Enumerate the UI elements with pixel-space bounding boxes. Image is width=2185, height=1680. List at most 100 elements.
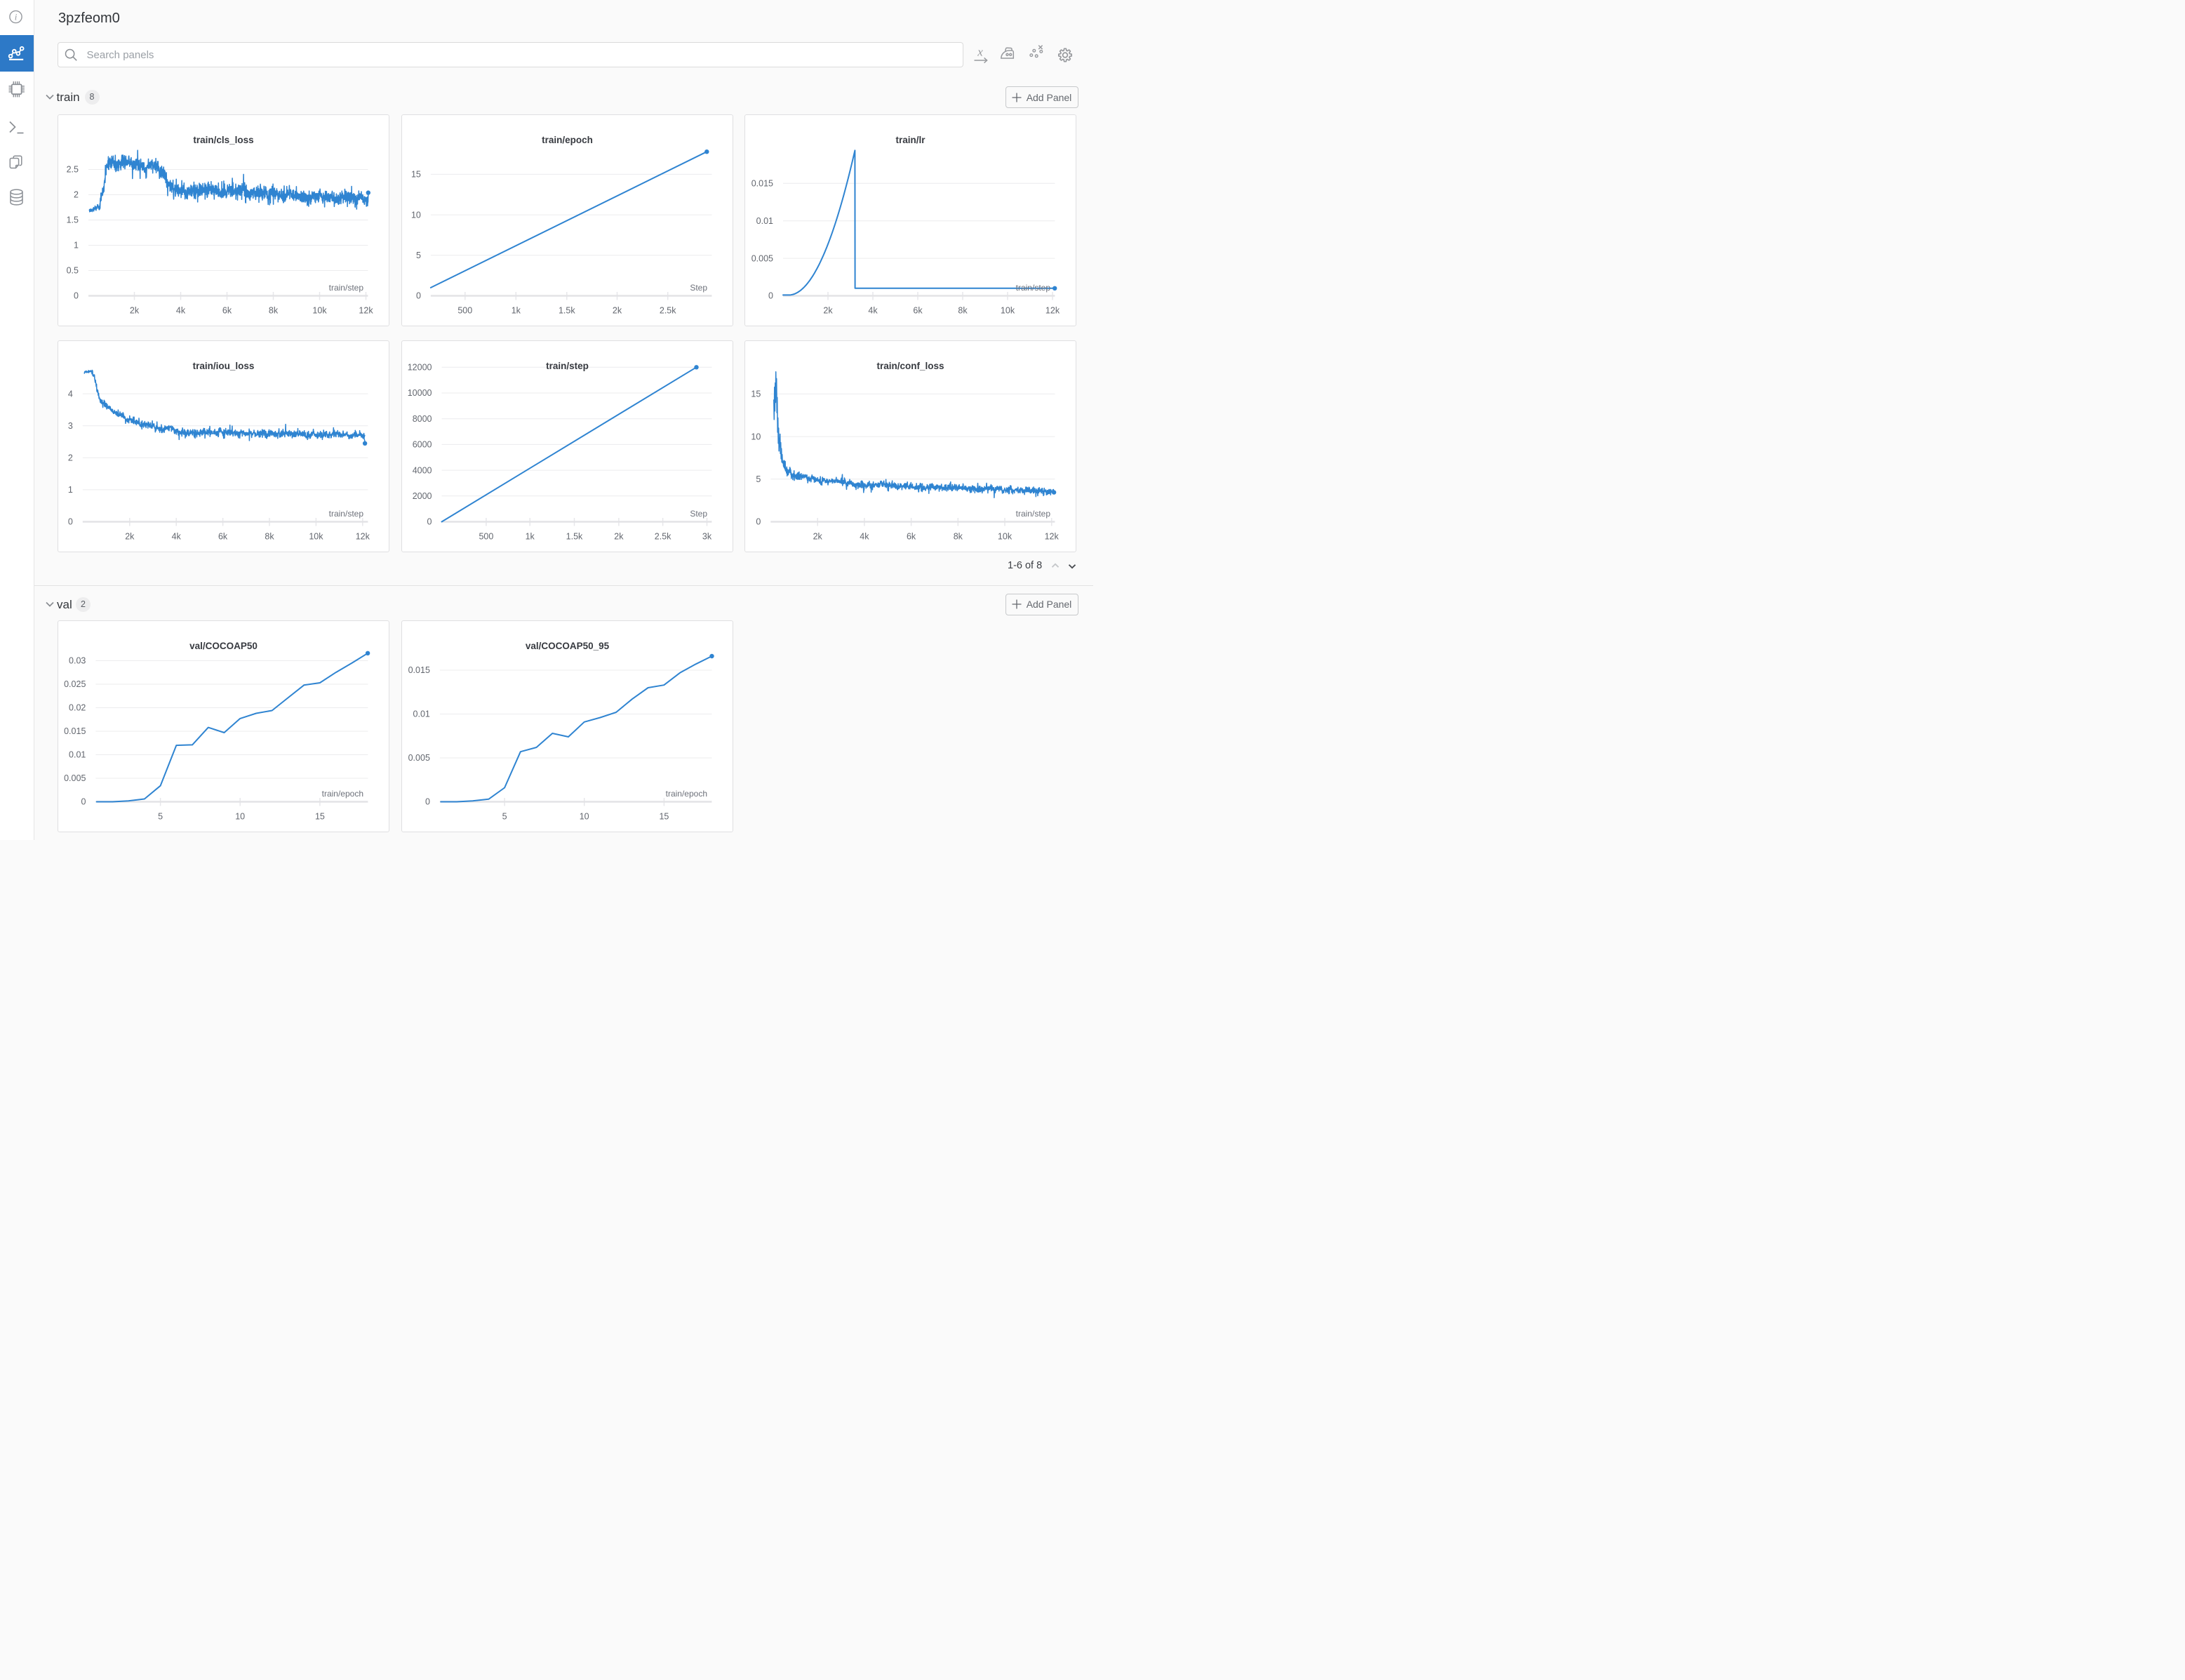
svg-text:3k: 3k	[702, 532, 711, 542]
svg-text:1.5: 1.5	[67, 215, 79, 225]
svg-text:train/step: train/step	[1016, 509, 1051, 519]
svg-text:10: 10	[579, 811, 589, 821]
svg-text:15: 15	[410, 169, 420, 179]
svg-text:8k: 8k	[265, 532, 274, 542]
svg-text:0.015: 0.015	[64, 726, 86, 736]
svg-text:0.015: 0.015	[408, 665, 429, 675]
svg-text:0: 0	[81, 796, 86, 806]
svg-text:2k: 2k	[612, 305, 622, 315]
svg-text:train/cls_loss: train/cls_loss	[193, 135, 253, 145]
svg-text:x: x	[977, 46, 983, 59]
svg-text:10: 10	[235, 811, 245, 821]
svg-text:0.01: 0.01	[69, 749, 86, 759]
svg-text:4k: 4k	[860, 532, 869, 542]
svg-text:2k: 2k	[823, 305, 833, 315]
svg-text:2k: 2k	[130, 305, 140, 315]
svg-text:1k: 1k	[525, 532, 535, 542]
svg-text:0.005: 0.005	[751, 253, 773, 263]
svg-text:10k: 10k	[1001, 305, 1015, 315]
svg-text:10: 10	[410, 210, 420, 220]
svg-text:6k: 6k	[218, 532, 228, 542]
svg-text:val/COCOAP50: val/COCOAP50	[189, 641, 258, 651]
svg-text:15: 15	[315, 811, 325, 821]
svg-text:4: 4	[68, 389, 73, 399]
svg-text:train/step: train/step	[546, 361, 589, 371]
svg-text:10k: 10k	[309, 532, 323, 542]
svg-text:2.5: 2.5	[67, 164, 79, 174]
svg-text:1.5k: 1.5k	[566, 532, 582, 542]
svg-text:12000: 12000	[407, 363, 432, 373]
svg-text:6k: 6k	[907, 532, 916, 542]
svg-text:1.5k: 1.5k	[558, 305, 575, 315]
svg-text:0: 0	[768, 291, 773, 300]
svg-text:Step: Step	[690, 509, 707, 519]
svg-text:1: 1	[68, 485, 73, 495]
svg-text:2: 2	[74, 189, 79, 199]
svg-text:6k: 6k	[913, 305, 923, 315]
svg-text:8k: 8k	[954, 532, 963, 542]
svg-text:0.01: 0.01	[413, 709, 429, 719]
svg-text:1: 1	[74, 240, 79, 250]
svg-text:5: 5	[415, 251, 420, 260]
svg-text:15: 15	[751, 389, 761, 399]
svg-text:train/epoch: train/epoch	[542, 135, 593, 145]
svg-text:0: 0	[756, 517, 761, 527]
svg-text:train/step: train/step	[329, 283, 364, 293]
svg-text:0: 0	[427, 517, 432, 527]
svg-text:0: 0	[425, 796, 429, 806]
svg-text:4k: 4k	[172, 532, 182, 542]
svg-text:i: i	[15, 12, 18, 22]
svg-text:train/lr: train/lr	[895, 135, 926, 145]
svg-text:0.015: 0.015	[751, 178, 773, 188]
svg-text:train/step: train/step	[1016, 283, 1051, 293]
svg-text:8k: 8k	[269, 305, 279, 315]
svg-text:val/COCOAP50_95: val/COCOAP50_95	[525, 641, 609, 651]
svg-text:2000: 2000	[412, 491, 432, 501]
svg-text:2.5k: 2.5k	[654, 532, 671, 542]
svg-text:12k: 12k	[1045, 305, 1060, 315]
svg-text:0: 0	[68, 517, 73, 527]
svg-text:2: 2	[68, 453, 73, 463]
svg-text:Step: Step	[690, 283, 707, 293]
svg-text:6000: 6000	[412, 440, 432, 450]
svg-text:0.03: 0.03	[69, 655, 86, 665]
svg-text:12k: 12k	[359, 305, 373, 315]
svg-text:2k: 2k	[125, 532, 135, 542]
svg-text:2k: 2k	[813, 532, 823, 542]
svg-text:5: 5	[158, 811, 163, 821]
svg-text:0: 0	[415, 291, 420, 300]
svg-text:0: 0	[74, 291, 79, 300]
svg-text:8k: 8k	[958, 305, 968, 315]
svg-text:train/step: train/step	[329, 509, 364, 519]
svg-text:train/conf_loss: train/conf_loss	[876, 361, 944, 371]
svg-text:5: 5	[502, 811, 507, 821]
svg-text:4k: 4k	[176, 305, 186, 315]
svg-text:15: 15	[659, 811, 669, 821]
svg-text:500: 500	[457, 305, 472, 315]
svg-text:12k: 12k	[1045, 532, 1060, 542]
svg-text:10000: 10000	[407, 388, 432, 398]
svg-text:10k: 10k	[998, 532, 1013, 542]
svg-text:0.02: 0.02	[69, 702, 86, 712]
svg-text:12k: 12k	[356, 532, 370, 542]
svg-text:train/epoch: train/epoch	[665, 789, 707, 799]
svg-text:0.5: 0.5	[67, 265, 79, 275]
svg-text:8000: 8000	[412, 414, 432, 424]
svg-text:500: 500	[479, 532, 493, 542]
svg-text:2.5k: 2.5k	[659, 305, 676, 315]
svg-text:0.005: 0.005	[408, 753, 429, 763]
svg-text:2k: 2k	[614, 532, 624, 542]
svg-text:3: 3	[68, 421, 73, 431]
svg-text:4k: 4k	[868, 305, 878, 315]
svg-text:10k: 10k	[312, 305, 327, 315]
svg-text:0.025: 0.025	[64, 679, 86, 689]
svg-text:6k: 6k	[222, 305, 232, 315]
svg-text:0.01: 0.01	[756, 215, 773, 225]
svg-text:train/iou_loss: train/iou_loss	[193, 361, 255, 371]
svg-text:10: 10	[751, 432, 761, 441]
svg-text:0.005: 0.005	[64, 773, 86, 783]
svg-text:train/epoch: train/epoch	[322, 789, 363, 799]
svg-text:5: 5	[756, 474, 761, 484]
svg-text:1k: 1k	[511, 305, 521, 315]
svg-text:4000: 4000	[412, 465, 432, 475]
